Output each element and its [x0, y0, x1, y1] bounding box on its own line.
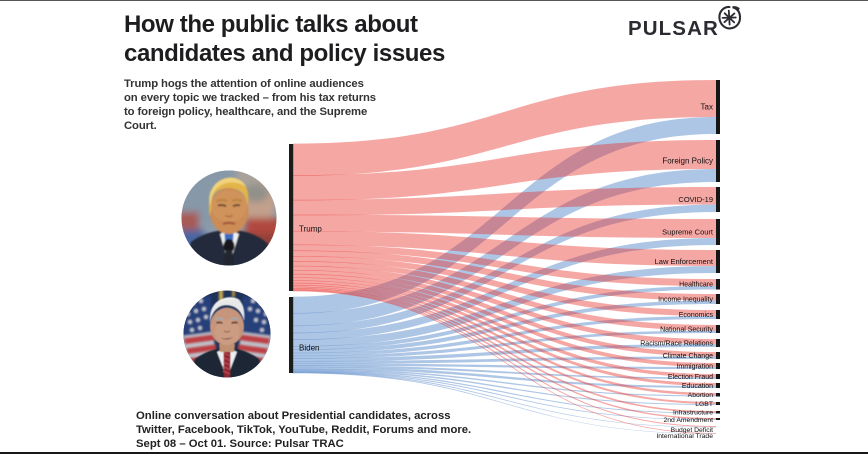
svg-text:Economics: Economics: [679, 312, 714, 319]
svg-text:Income Inequality: Income Inequality: [658, 296, 713, 303]
svg-text:Law Enforcement: Law Enforcement: [655, 257, 714, 266]
svg-text:2nd Amendment: 2nd Amendment: [664, 417, 714, 424]
svg-text:Healthcare: Healthcare: [679, 282, 713, 289]
svg-text:Biden: Biden: [299, 344, 319, 353]
svg-text:Tax: Tax: [701, 103, 713, 112]
svg-text:Immigration: Immigration: [676, 363, 713, 370]
svg-text:Infrastructure: Infrastructure: [673, 410, 713, 417]
svg-text:Election Fraud: Election Fraud: [668, 374, 713, 381]
svg-text:Foreign Policy: Foreign Policy: [662, 157, 713, 166]
svg-text:Budget Deficit: Budget Deficit: [671, 427, 713, 434]
svg-text:Trump: Trump: [299, 225, 322, 234]
svg-text:LGBT: LGBT: [695, 401, 713, 408]
svg-text:COVID-19: COVID-19: [678, 195, 713, 204]
svg-text:Supreme Court: Supreme Court: [662, 228, 714, 237]
svg-text:Education: Education: [682, 383, 713, 390]
svg-text:Racism/Race Relations: Racism/Race Relations: [640, 340, 713, 347]
svg-text:Climate Change: Climate Change: [663, 353, 713, 360]
svg-text:Abortion: Abortion: [688, 392, 714, 399]
svg-text:National Security: National Security: [660, 326, 713, 333]
svg-text:International Trade: International Trade: [656, 433, 713, 440]
